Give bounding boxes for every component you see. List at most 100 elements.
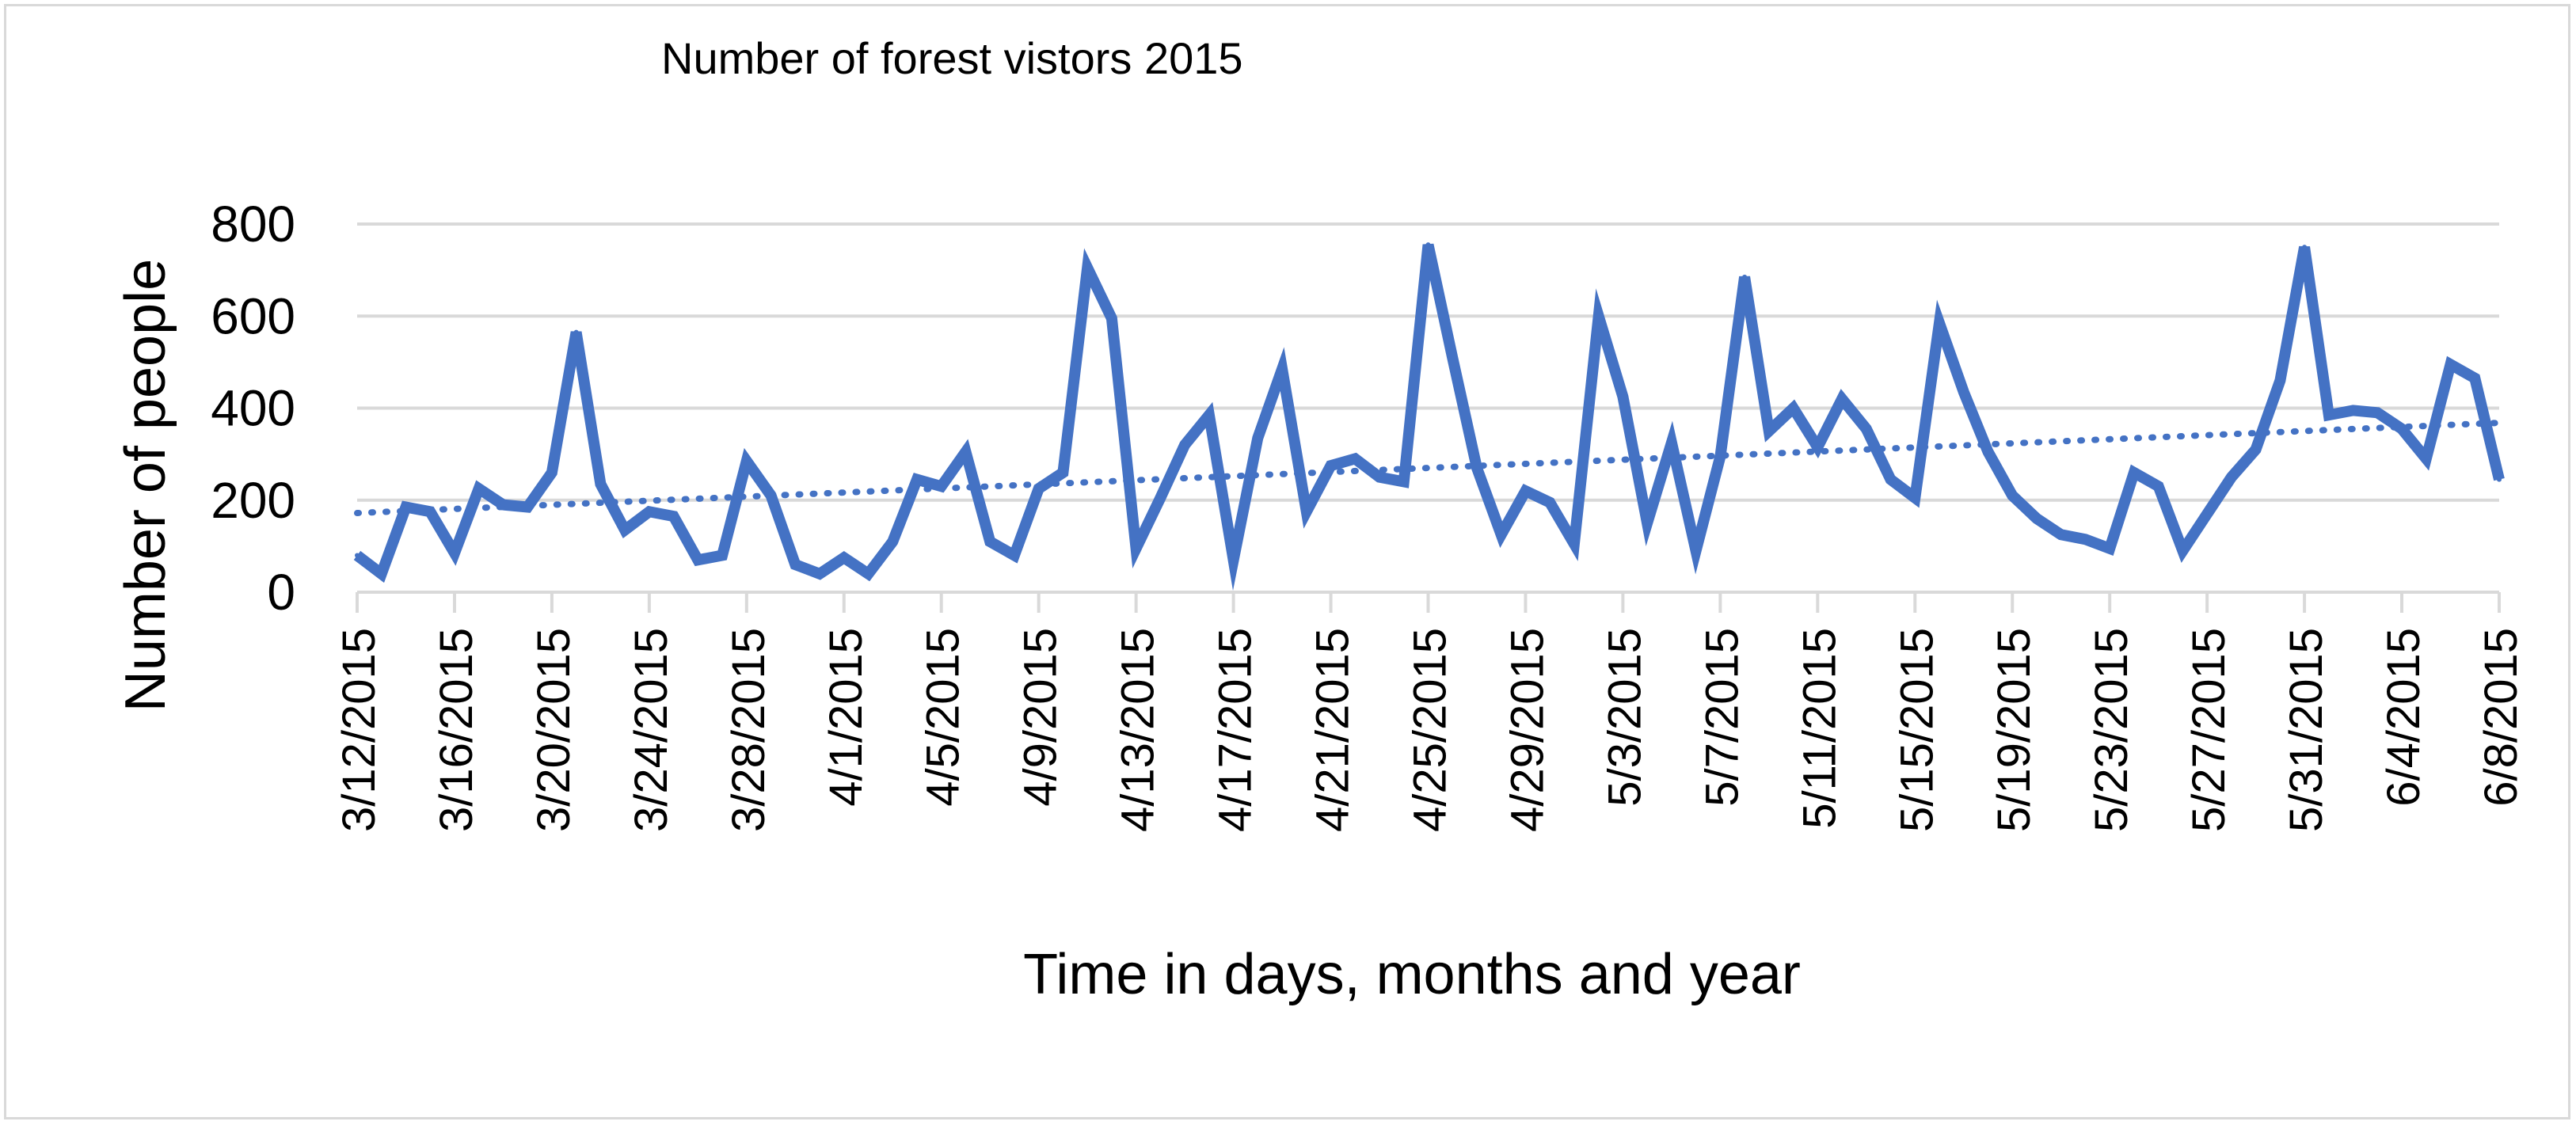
- data-point-50: [1571, 541, 1577, 546]
- data-point-45: [1450, 355, 1455, 360]
- data-point-14: [695, 557, 701, 563]
- x-tick-label-15: 5/11/2015: [1794, 628, 1845, 829]
- data-point-43: [1401, 479, 1406, 485]
- data-point-26: [987, 539, 993, 545]
- data-point-7: [525, 504, 531, 510]
- data-point-56: [1718, 454, 1723, 459]
- data-point-51: [1596, 314, 1601, 319]
- data-point-70: [2058, 532, 2064, 538]
- data-point-41: [1353, 456, 1358, 462]
- data-point-13: [671, 514, 676, 519]
- data-point-74: [2156, 484, 2161, 489]
- data-point-1: [379, 571, 384, 576]
- chart-title: Number of forest vistors 2015: [661, 33, 1243, 83]
- data-point-6: [500, 502, 506, 507]
- data-point-58: [1766, 428, 1771, 434]
- x-tick-label-21: 6/4/2015: [2378, 628, 2430, 807]
- data-point-67: [1985, 449, 1991, 454]
- x-tick-label-19: 5/27/2015: [2183, 628, 2235, 832]
- data-point-11: [622, 527, 628, 533]
- data-point-81: [2326, 412, 2331, 418]
- data-point-87: [2472, 375, 2478, 381]
- data-point-20: [841, 555, 847, 561]
- data-point-36: [1231, 557, 1236, 563]
- data-point-21: [866, 571, 871, 576]
- data-point-4: [451, 550, 457, 556]
- x-tick-label-9: 4/17/2015: [1210, 628, 1261, 832]
- data-point-47: [1498, 532, 1504, 538]
- data-point-42: [1377, 474, 1383, 480]
- x-tick-label-18: 5/23/2015: [2086, 628, 2137, 832]
- x-tick-label-7: 4/9/2015: [1015, 628, 1067, 807]
- data-point-83: [2375, 410, 2380, 416]
- data-point-18: [793, 562, 798, 568]
- x-tick-label-3: 3/24/2015: [626, 628, 677, 832]
- data-point-54: [1669, 440, 1674, 446]
- data-point-28: [1036, 486, 1041, 492]
- data-point-9: [573, 329, 579, 335]
- data-point-65: [1937, 320, 1942, 325]
- data-point-53: [1645, 520, 1650, 526]
- data-point-37: [1255, 435, 1261, 441]
- data-point-86: [2448, 362, 2453, 367]
- data-point-5: [476, 486, 481, 492]
- y-tick-400: 400: [211, 380, 295, 437]
- data-point-25: [963, 449, 968, 454]
- x-tick-labels: 3/12/2015 3/16/2015 3/20/2015 3/24/2015 3/28…: [333, 592, 2527, 832]
- data-point-84: [2399, 426, 2405, 431]
- x-tick-label-6: 4/5/2015: [918, 628, 969, 807]
- data-point-64: [1912, 495, 1918, 500]
- data-point-16: [744, 458, 749, 464]
- data-point-88: [2497, 477, 2502, 482]
- data-point-22: [890, 539, 896, 545]
- trendline: [354, 420, 2502, 517]
- x-tick-label-5: 4/1/2015: [820, 628, 872, 807]
- data-point-0: [355, 553, 360, 558]
- y-tick-600: 600: [211, 287, 295, 344]
- x-tick-label-13: 5/3/2015: [1599, 628, 1650, 807]
- chart-frame: Number of forest vistors 2015 Number of …: [4, 4, 2570, 1119]
- data-point-46: [1474, 466, 1479, 471]
- x-tick-label-17: 5/19/2015: [1988, 628, 2040, 832]
- data-point-85: [2423, 456, 2429, 462]
- trendline-layer: [354, 420, 2502, 517]
- data-point-63: [1888, 477, 1893, 482]
- x-tick-label-16: 5/15/2015: [1891, 628, 1942, 832]
- data-point-82: [2350, 408, 2356, 413]
- data-point-8: [549, 469, 554, 475]
- data-point-76: [2205, 511, 2210, 517]
- data-point-27: [1011, 553, 1017, 558]
- y-axis-title: Number of people: [114, 259, 177, 712]
- data-point-12: [646, 509, 652, 515]
- data-point-44: [1425, 242, 1431, 248]
- data-point-23: [914, 477, 919, 482]
- data-point-3: [428, 509, 433, 515]
- data-point-49: [1547, 500, 1553, 505]
- data-point-40: [1328, 463, 1334, 469]
- data-points-layer: [355, 242, 2502, 576]
- data-point-19: [817, 571, 823, 576]
- data-point-34: [1182, 443, 1188, 447]
- chart-svg: Number of forest vistors 2015 Number of …: [114, 33, 2527, 1006]
- data-point-33: [1158, 495, 1163, 500]
- data-point-59: [1790, 405, 1796, 411]
- data-point-60: [1815, 444, 1821, 450]
- data-point-31: [1109, 316, 1114, 321]
- x-tick-label-1: 3/16/2015: [431, 628, 482, 832]
- data-point-48: [1523, 488, 1528, 494]
- data-point-32: [1133, 545, 1139, 551]
- data-point-55: [1693, 548, 1699, 553]
- data-point-79: [2277, 378, 2283, 383]
- data-point-68: [2010, 492, 2015, 498]
- data-point-66: [1961, 390, 1966, 395]
- data-point-52: [1620, 393, 1626, 399]
- data-point-35: [1206, 412, 1212, 418]
- data-point-78: [2253, 447, 2258, 452]
- data-point-69: [2034, 516, 2039, 521]
- x-tick-label-0: 3/12/2015: [333, 628, 385, 832]
- data-point-17: [768, 492, 774, 498]
- x-tick-label-2: 3/20/2015: [528, 628, 580, 832]
- data-point-72: [2107, 545, 2113, 551]
- y-tick-labels: 0 200 400 600 800: [211, 196, 295, 621]
- data-point-2: [403, 504, 409, 510]
